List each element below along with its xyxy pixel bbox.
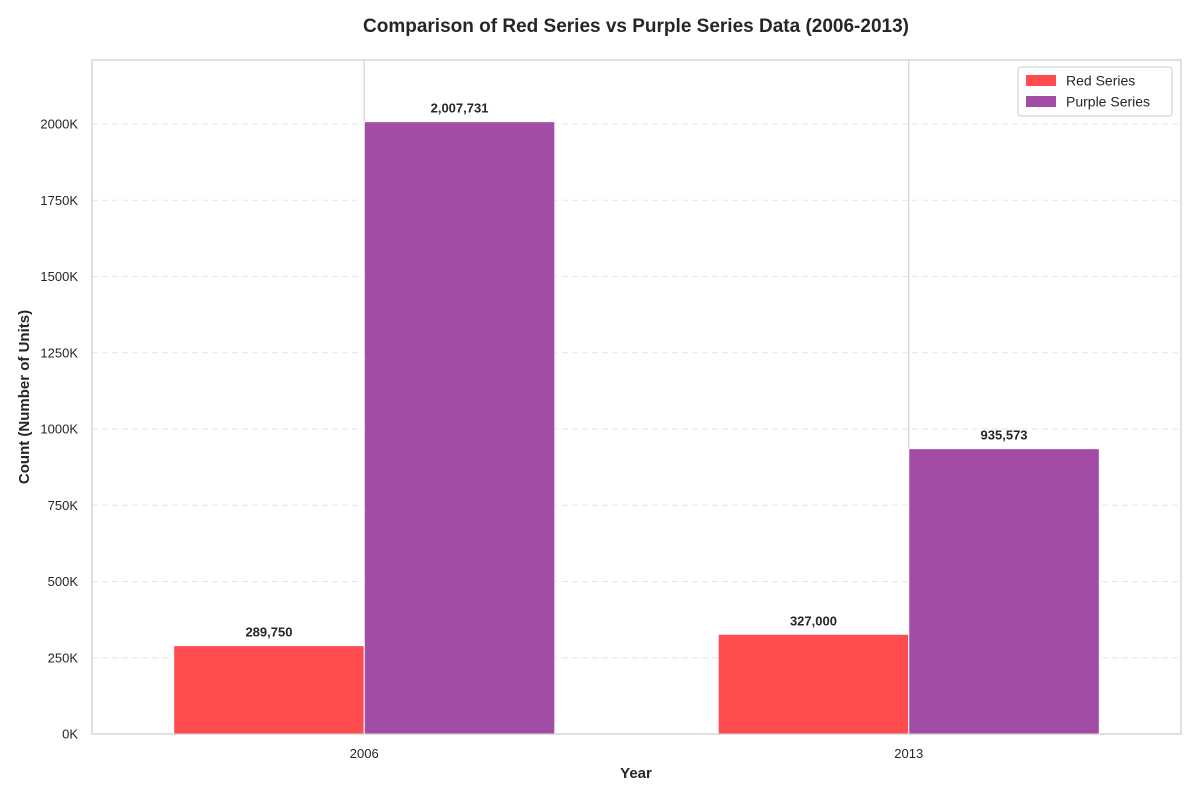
legend: Red Series Purple Series xyxy=(1017,66,1173,117)
y-tick-label: 1250K xyxy=(40,345,78,360)
data-label-red-series-2013: 327,000 xyxy=(790,613,837,628)
legend-swatch-purple-series xyxy=(1026,96,1056,107)
data-label-purple-series-2006: 2,007,731 xyxy=(431,101,489,116)
y-tick-label: 250K xyxy=(48,650,79,665)
x-tick-label: 2013 xyxy=(894,746,923,761)
data-label-purple-series-2013: 935,573 xyxy=(981,428,1028,443)
y-tick-label: 1500K xyxy=(40,269,78,284)
bar-purple-series-2013 xyxy=(908,448,1100,735)
plot-frame xyxy=(91,59,1182,735)
data-label-red-series-2006: 289,750 xyxy=(245,625,292,640)
y-tick-label: 2000K xyxy=(40,117,78,132)
legend-box xyxy=(1017,66,1173,117)
y-tick-label: 1750K xyxy=(40,193,78,208)
legend-label-red-series: Red Series xyxy=(1066,73,1135,89)
y-tick-label: 500K xyxy=(48,574,79,589)
legend-swatch-red-series xyxy=(1026,75,1056,86)
y-axis-label: Count (Number of Units) xyxy=(16,310,33,484)
y-tick-label: 750K xyxy=(48,498,79,513)
bar-red-series-2006 xyxy=(173,645,365,735)
chart-title: Comparison of Red Series vs Purple Serie… xyxy=(363,16,909,37)
bar-red-series-2013 xyxy=(717,633,910,735)
legend-label-purple-series: Purple Series xyxy=(1066,94,1150,110)
y-tick-label: 0K xyxy=(62,727,78,742)
bar-purple-series-2006 xyxy=(363,121,556,735)
y-tick-label: 1000K xyxy=(40,422,78,437)
x-tick-label: 2006 xyxy=(350,746,379,761)
bars xyxy=(173,121,1100,735)
x-axis-label: Year xyxy=(620,765,652,782)
ticks: 0K 250K 500K 750K 1000K 1250K 1500K 1750K 2000K 2… xyxy=(40,117,923,761)
data-labels: 289,750 2,007,731 327,000 935,573 xyxy=(245,101,1027,640)
